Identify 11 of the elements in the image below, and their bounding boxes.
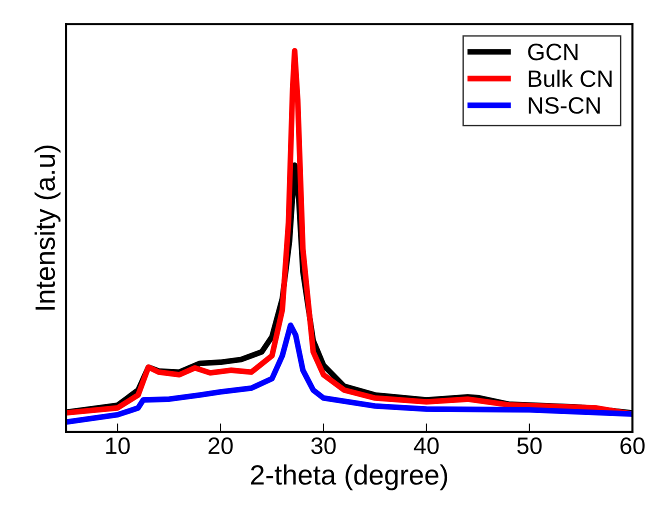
legend-label: GCN: [528, 44, 578, 60]
legend-label: Bulk CN: [528, 70, 612, 88]
x-axis-title: 2-theta (degree): [251, 464, 448, 490]
x-tick-label: 30: [311, 437, 336, 454]
x-tick-label: 60: [620, 437, 645, 454]
x-tick-label: 50: [517, 437, 542, 454]
x-tick-label: 10: [106, 437, 130, 454]
y-axis-title: Intensity (a.u): [34, 146, 60, 310]
x-tick-label: 40: [414, 437, 439, 454]
legend-label: NS-CN: [528, 97, 600, 114]
x-tick-label: 20: [208, 437, 233, 454]
